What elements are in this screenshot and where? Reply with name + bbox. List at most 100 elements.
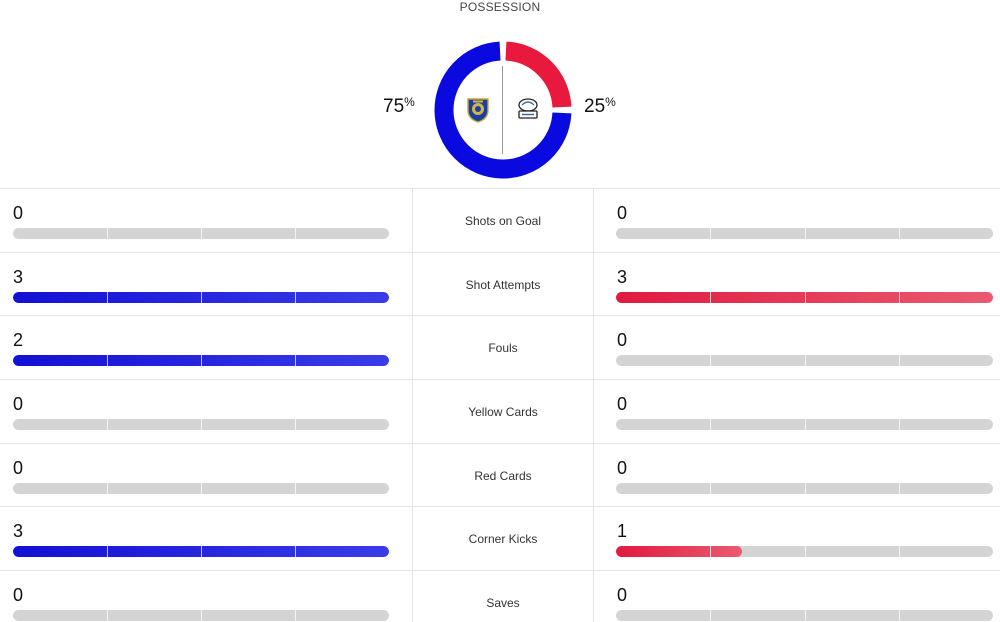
possession-donut-chart <box>434 41 572 179</box>
bar-tick <box>710 355 712 367</box>
home-stat-value: 2 <box>13 330 24 351</box>
away-stat-value: 0 <box>617 203 628 223</box>
away-stat-bar-fill <box>616 546 742 558</box>
bar-tick <box>295 355 296 367</box>
possession-section: POSSESSION 75% 25% <box>0 0 1000 188</box>
bar-tick <box>295 610 296 622</box>
away-possession-value: 25 <box>584 96 606 117</box>
bar-tick <box>898 482 900 494</box>
stat-row: 2 Fouls 0 <box>0 315 1000 380</box>
stat-row: 0 Red Cards 0 <box>0 442 1000 507</box>
bar-tick <box>804 610 806 622</box>
home-stat-value: 3 <box>13 521 24 542</box>
away-stat-value: 3 <box>617 266 628 287</box>
stat-label: Saves <box>486 596 520 611</box>
stat-label-cell <box>412 316 594 380</box>
bar-tick <box>201 610 202 622</box>
preston-north-end-crest-icon <box>514 96 542 124</box>
home-stat-value: 0 <box>13 203 24 223</box>
stat-row: 3 Shot Attempts 3 <box>0 251 1000 316</box>
bar-tick <box>898 419 900 431</box>
away-stat-value: 0 <box>617 394 628 415</box>
home-stat-bar <box>13 419 389 431</box>
bar-tick <box>710 610 712 622</box>
bar-tick <box>804 419 806 431</box>
away-stat-value: 0 <box>617 585 628 606</box>
away-stat-value: 0 <box>617 457 628 478</box>
away-stat-bar <box>616 291 993 303</box>
leicester-city-crest-icon <box>464 96 492 124</box>
bar-tick <box>107 355 108 367</box>
stat-label: Fouls <box>488 341 518 356</box>
home-possession-arc <box>434 41 572 179</box>
bar-tick <box>201 228 202 239</box>
away-possession-percent: 25% <box>584 95 616 118</box>
percent-symbol: % <box>605 95 616 109</box>
away-possession-arc <box>505 41 572 108</box>
home-stat-bar <box>13 546 389 558</box>
stat-row: 0 Yellow Cards 0 <box>0 379 1000 443</box>
bar-tick <box>201 482 202 494</box>
away-stat-value: 1 <box>617 521 628 542</box>
bar-tick <box>201 419 202 431</box>
bar-tick <box>295 419 296 431</box>
bar-tick <box>201 546 202 558</box>
percent-symbol: % <box>404 95 415 109</box>
bar-tick <box>107 228 108 239</box>
bar-tick <box>295 228 296 239</box>
stat-label-cell <box>412 252 594 316</box>
home-possession-percent: 75% <box>383 95 415 118</box>
bar-tick <box>804 355 806 367</box>
home-stat-bar <box>13 610 389 622</box>
home-stat-value: 0 <box>13 394 24 415</box>
home-stat-value: 3 <box>13 266 24 287</box>
bar-tick <box>107 291 108 303</box>
bar-tick <box>295 482 296 494</box>
bar-tick <box>898 610 900 622</box>
bar-tick <box>107 419 108 431</box>
match-stats-table: 0 Shots on Goal 0 3 Shot Attempts 3 2 Fouls 0 0 Ye… <box>0 188 1000 622</box>
bar-tick <box>804 546 806 558</box>
away-stat-bar <box>616 546 993 558</box>
home-possession-value: 75 <box>383 96 405 117</box>
stat-label-cell <box>412 443 594 507</box>
stat-label: Shot Attempts <box>465 277 541 292</box>
home-stat-value: 0 <box>13 457 24 478</box>
home-stat-bar <box>13 482 389 494</box>
stat-label: Corner Kicks <box>468 532 538 547</box>
stat-label-cell <box>412 507 594 571</box>
bar-tick <box>804 291 806 303</box>
bar-tick <box>201 355 202 367</box>
bar-tick <box>898 546 900 558</box>
bar-tick <box>107 546 108 558</box>
stat-label-cell <box>412 571 594 622</box>
stat-label: Red Cards <box>474 468 532 483</box>
away-stat-bar <box>616 610 993 622</box>
possession-title: POSSESSION <box>459 0 541 14</box>
away-stat-bar <box>616 355 993 367</box>
bar-tick <box>295 546 296 558</box>
bar-tick <box>804 482 806 494</box>
crest-divider <box>502 66 503 154</box>
stat-label-cell <box>412 189 594 252</box>
bar-tick <box>107 610 108 622</box>
bar-tick <box>201 291 202 303</box>
bar-tick <box>107 482 108 494</box>
stat-label-cell <box>412 380 594 443</box>
home-stat-value: 0 <box>13 585 24 606</box>
bar-tick <box>710 291 712 303</box>
stat-row: 3 Corner Kicks 1 <box>0 506 1000 571</box>
home-stat-bar <box>13 291 389 303</box>
stat-row: 0 Saves 0 <box>0 570 1000 622</box>
home-stat-bar <box>13 228 389 239</box>
bar-tick <box>898 291 900 303</box>
home-stat-bar <box>13 355 389 367</box>
bar-tick <box>804 228 806 239</box>
bar-tick <box>710 419 712 431</box>
away-stat-bar <box>616 482 993 494</box>
stat-label: Yellow Cards <box>468 405 538 420</box>
bar-tick <box>898 228 900 239</box>
stat-row: 0 Shots on Goal 0 <box>0 188 1000 252</box>
bar-tick <box>710 482 712 494</box>
away-stat-bar <box>616 228 993 239</box>
